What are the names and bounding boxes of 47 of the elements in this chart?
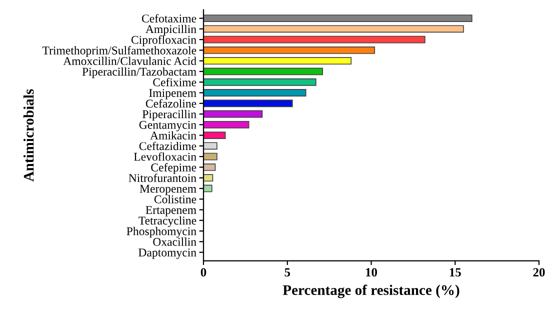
bar	[204, 142, 218, 150]
y-tick-label: Amoxcillin/Clavulanic Acid	[63, 56, 196, 66]
y-axis-title: Antimicrobials	[23, 89, 34, 182]
y-tick-label: Levofloxacin	[134, 152, 196, 161]
bar	[204, 100, 293, 108]
y-tick-label: Ciprofloxacin	[131, 35, 196, 46]
y-tick-label: Piperacillin/Tazobactam	[82, 67, 196, 78]
x-axis-title: Percentage of resistance (%)	[282, 284, 460, 298]
y-tick-label: Amikacin	[150, 131, 196, 140]
bar	[204, 14, 472, 22]
x-tick-label: 15	[450, 268, 461, 277]
y-tick-label: Gentamycin	[139, 120, 196, 132]
y-tick-label: Piperacillin	[142, 110, 196, 121]
y-tick-label: Nitrofurantoin	[128, 174, 196, 182]
bar	[204, 68, 324, 76]
y-tick-label: Oxacillin	[153, 238, 196, 246]
bar	[204, 36, 426, 44]
y-tick-label: Meropenem	[140, 184, 196, 196]
bar	[204, 163, 216, 171]
y-tick-label: Ceftazidime	[139, 142, 196, 150]
bar	[204, 78, 316, 86]
bar	[204, 120, 250, 128]
bar	[204, 184, 212, 192]
y-tick-label: Cefepime	[151, 163, 196, 174]
bar	[204, 25, 464, 33]
y-tick-label: Colistine	[154, 195, 196, 204]
y-tick-label: Cefazoline	[146, 99, 196, 108]
bar	[204, 174, 214, 182]
y-tick-label: Cefotaxime	[142, 14, 196, 22]
bar	[204, 132, 226, 140]
x-tick-label: 5	[284, 268, 290, 277]
y-tick-label: Ampicillin	[146, 24, 196, 36]
y-tick-label: Cefixime	[153, 78, 196, 86]
x-tick-label: 10	[366, 268, 378, 277]
x-tick-label: 0	[200, 268, 206, 277]
bar	[204, 152, 218, 160]
y-tick-label: Tetracycline	[138, 216, 196, 228]
y-tick-label: Trimethoprim/Sulfamethoxazole	[42, 46, 196, 57]
y-tick-label: Phosphomycin	[126, 226, 196, 238]
bar	[204, 110, 263, 118]
bar	[204, 57, 352, 65]
bar	[204, 46, 376, 54]
bar	[204, 89, 306, 96]
y-tick-label: Imipenem	[149, 89, 196, 100]
y-tick-label: Ertapenem	[146, 206, 196, 216]
y-tick-label: Daptomycin	[138, 248, 196, 259]
x-tick-label: 20	[533, 268, 545, 277]
